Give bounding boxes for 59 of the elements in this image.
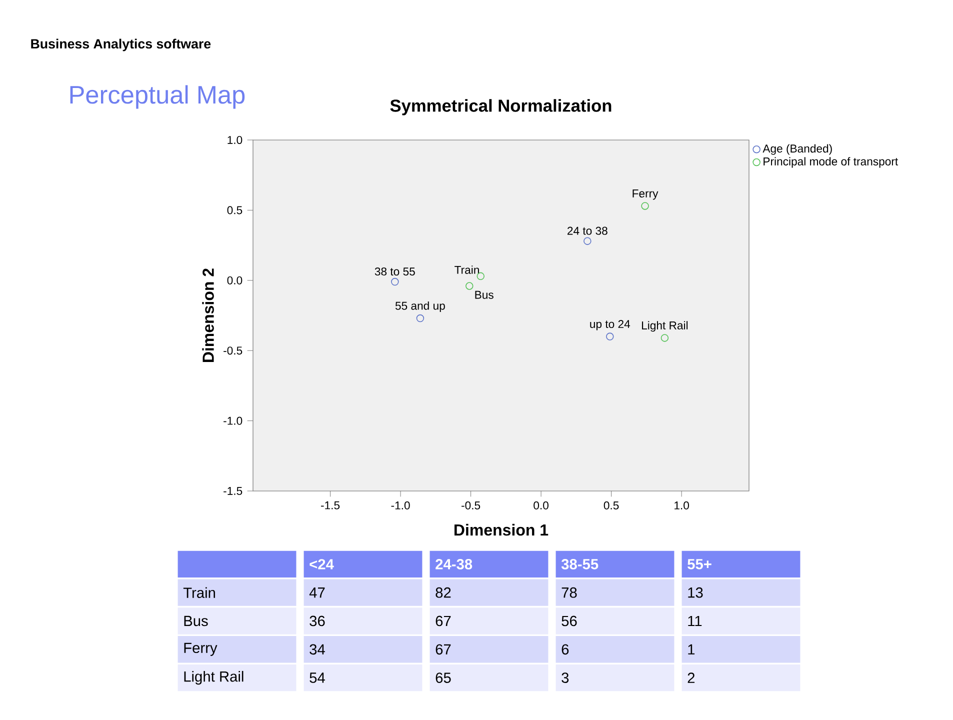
data-label: 54 <box>310 672 325 683</box>
y-tick-label: Light Rail <box>184 670 244 685</box>
y-tick-label: Bus <box>184 616 208 626</box>
y-tick-label: -1.0 <box>224 416 242 425</box>
x-tick-label: 24-38 <box>436 559 472 570</box>
data-label: 82 <box>436 587 451 598</box>
y-tick-label: 1.0 <box>228 136 242 144</box>
data-label: 67 <box>436 616 451 626</box>
legend-label: Age (Banded) <box>762 144 832 155</box>
y-tick-label: Train <box>183 587 215 598</box>
data-label: 34 <box>310 644 325 655</box>
data-label: 3 <box>562 672 569 683</box>
text: Business Analytics software <box>31 38 211 52</box>
annotation: 55 and up <box>395 301 445 312</box>
data-label: 47 <box>309 588 325 598</box>
data-label: 67 <box>436 644 451 655</box>
data-label: 78 <box>562 587 577 598</box>
annotation: up to 24 <box>590 320 630 330</box>
y-tick-label: -1.5 <box>224 487 242 495</box>
legend-label: Principal mode of transport <box>764 157 898 168</box>
annotation: 24 to 38 <box>568 226 608 235</box>
x-tick-label: 0.0 <box>534 501 548 510</box>
data-label: 6 <box>562 644 569 655</box>
data-label: 1 <box>688 644 695 654</box>
x-tick-label: 55+ <box>688 559 712 570</box>
point <box>641 202 649 210</box>
chart-title: Symmetrical Normalization <box>390 99 612 116</box>
x-tick-label: -1.0 <box>391 501 410 510</box>
x-tick-label: 38-55 <box>561 559 598 570</box>
y-tick-label: Ferry <box>184 642 218 656</box>
x-tick-label: 0.5 <box>604 501 619 510</box>
x-axis-title: Dimension 1 <box>454 524 548 536</box>
point <box>466 282 474 290</box>
y-tick-label: 0.5 <box>227 206 242 214</box>
data-label: 13 <box>688 587 703 598</box>
point <box>416 314 424 322</box>
annotation: 38 to 55 <box>374 268 415 276</box>
point <box>660 334 669 342</box>
x-tick-label: -1.5 <box>321 501 340 510</box>
data-label: 11 <box>688 616 702 626</box>
data-label: 2 <box>688 672 695 683</box>
x-tick-label: -0.5 <box>462 501 480 510</box>
annotation: Light Rail <box>642 321 688 332</box>
data-label: 36 <box>310 616 325 626</box>
y-tick-label: 0.0 <box>227 276 242 284</box>
annotation: Bus <box>475 290 494 299</box>
data-label: 56 <box>562 616 577 626</box>
x-tick-label: 1.0 <box>674 501 689 510</box>
annotation: Ferry <box>632 190 658 200</box>
y-axis-title: Dimension 2 <box>202 268 214 362</box>
x-tick-label: <24 <box>310 559 334 570</box>
point <box>476 272 484 280</box>
point <box>584 237 592 245</box>
y-tick-label: -0.5 <box>224 346 242 355</box>
annotation: Train <box>454 266 479 274</box>
text: Perceptual Map <box>70 85 245 109</box>
data-label: 65 <box>436 672 451 683</box>
point <box>391 278 399 286</box>
point <box>606 332 614 340</box>
